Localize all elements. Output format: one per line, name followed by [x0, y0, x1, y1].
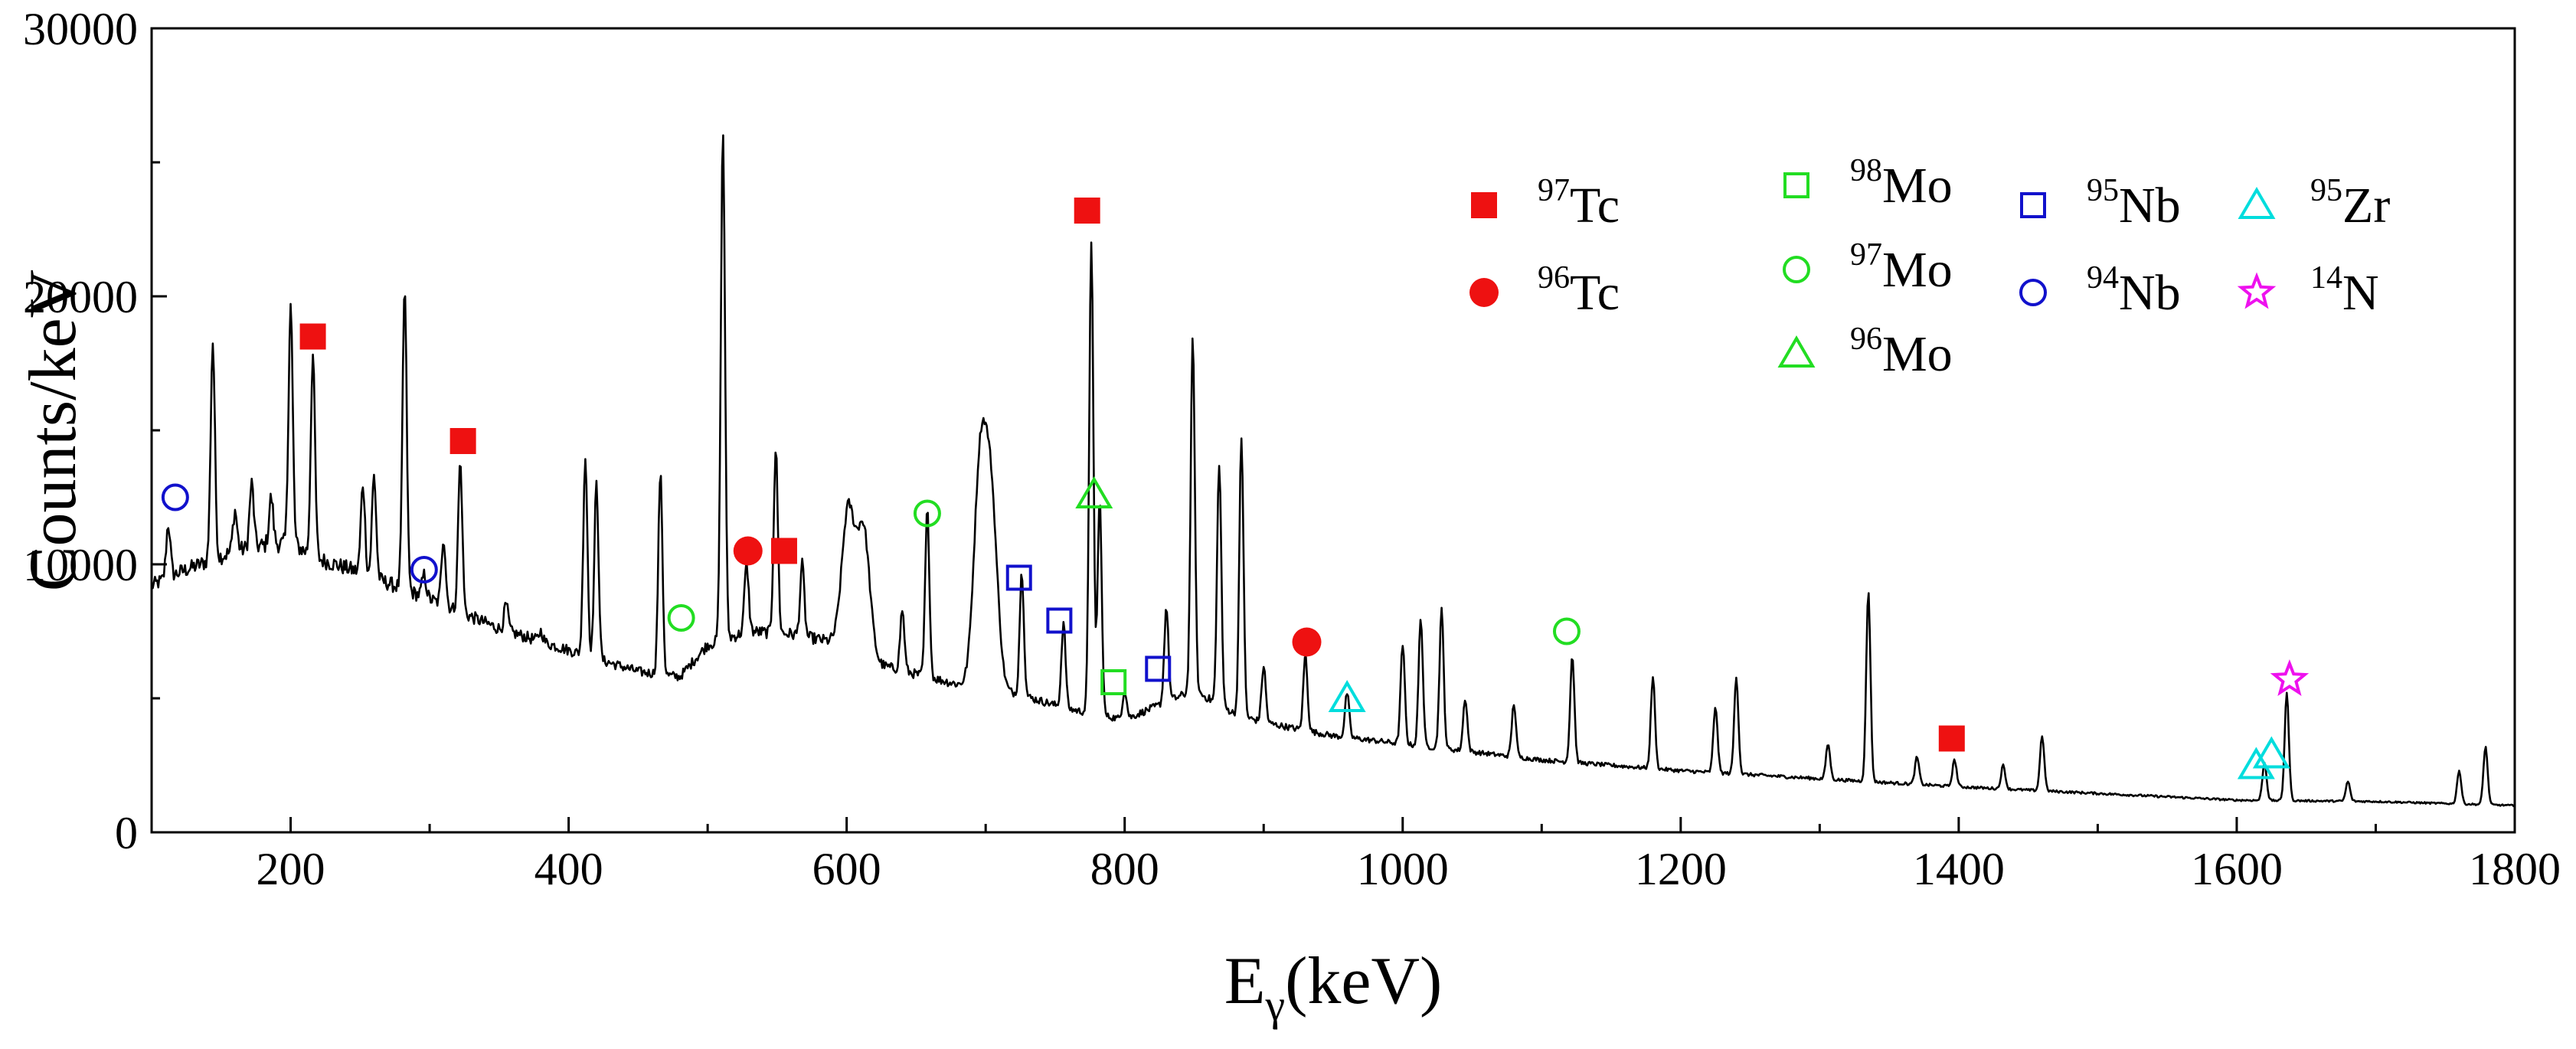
- legend-symbol-14n: [2237, 272, 2277, 309]
- x-tick-label: 1600: [2191, 844, 2283, 894]
- legend-element: Tc: [1570, 178, 1620, 234]
- legend-symbol-97tc: [1471, 192, 1497, 218]
- legend-symbol-96tc: [1469, 278, 1499, 307]
- marker-95nb: [1005, 564, 1032, 591]
- legend-symbol-95nb: [2020, 192, 2046, 218]
- legend-mass-number: 14: [2310, 260, 2342, 296]
- y-tick-label: 10000: [23, 540, 138, 590]
- legend-symbol-96mo: [1777, 335, 1816, 368]
- marker-97tc: [1938, 725, 1965, 752]
- x-tick-label: 1400: [1913, 844, 2005, 894]
- x-axis-label-unit: (keV): [1285, 944, 1442, 1018]
- legend-element: Mo: [1882, 242, 1953, 298]
- legend-label: 97Tc: [1538, 173, 1620, 234]
- x-tick-label: 800: [1090, 844, 1159, 894]
- marker-95zr: [2237, 747, 2275, 779]
- y-tick-label: 30000: [23, 4, 138, 54]
- marker-97tc: [299, 323, 326, 350]
- marker-96tc: [733, 536, 763, 566]
- legend-element: Nb: [2119, 178, 2181, 234]
- spectrum-line: [150, 134, 2516, 808]
- marker-96mo: [1075, 476, 1113, 508]
- legend-label: 96Mo: [1850, 322, 1953, 382]
- x-axis-label: Eγ(keV): [1224, 944, 1443, 1030]
- x-axis-label-sub: γ: [1264, 980, 1285, 1030]
- isotope-markers: [161, 198, 2310, 779]
- legend-mass-number: 95: [2310, 173, 2342, 208]
- legend-element: N: [2342, 265, 2379, 321]
- legend-symbol-94nb: [2019, 279, 2047, 306]
- legend-element: Mo: [1882, 158, 1953, 214]
- legend-mass-number: 97: [1850, 237, 1882, 273]
- legend-mass-number: 96: [1538, 260, 1570, 296]
- marker-97mo: [1552, 617, 1581, 645]
- legend-mass-number: 94: [2087, 260, 2119, 296]
- legend-label: 95Zr: [2310, 173, 2390, 234]
- marker-97mo: [667, 604, 695, 632]
- legend-symbol-95zr: [2238, 187, 2276, 219]
- legend-label: 95Nb: [2087, 173, 2181, 234]
- marker-95nb: [1046, 607, 1073, 634]
- marker-95nb: [1145, 655, 1172, 682]
- legend-label: 98Mo: [1850, 153, 1953, 214]
- legend-mass-number: 97: [1538, 173, 1570, 208]
- legend-element: Nb: [2119, 265, 2181, 321]
- y-tick-label: 20000: [23, 272, 138, 322]
- y-axis-label: Counts/keV: [16, 270, 90, 591]
- legend-element: Mo: [1882, 326, 1953, 382]
- legend-element: Tc: [1570, 265, 1620, 321]
- marker-97tc: [770, 538, 797, 564]
- legend-element: Zr: [2342, 178, 2390, 234]
- legend-mass-number: 96: [1850, 322, 1882, 357]
- axis-ticks: [150, 27, 2516, 834]
- marker-95zr: [1328, 680, 1366, 712]
- legend-label: 14N: [2310, 260, 2379, 321]
- marker-14n: [2270, 658, 2310, 697]
- legend-mass-number: 95: [2087, 173, 2119, 208]
- legend-label: 97Mo: [1850, 237, 1953, 298]
- marker-94nb: [161, 483, 189, 511]
- y-tick-label: 0: [115, 808, 138, 858]
- marker-97tc: [449, 428, 476, 454]
- x-tick-label: 1200: [1635, 844, 1727, 894]
- x-tick-label: 600: [812, 844, 881, 894]
- x-tick-label: 200: [257, 844, 325, 894]
- legend-label: 96Tc: [1538, 260, 1620, 321]
- legend-symbol-97mo: [1783, 256, 1810, 283]
- x-tick-label: 1800: [2469, 844, 2561, 894]
- marker-98mo: [1100, 669, 1127, 695]
- x-tick-label: 1000: [1357, 844, 1449, 894]
- legend-label: 94Nb: [2087, 260, 2181, 321]
- marker-97mo: [913, 499, 941, 528]
- marker-94nb: [410, 556, 438, 583]
- x-axis-label-main: E: [1224, 944, 1266, 1018]
- marker-95zr: [2252, 736, 2290, 769]
- legend-symbol-98mo: [1783, 172, 1809, 198]
- x-tick-label: 400: [534, 844, 603, 894]
- axis-tick-labels: 200 400 600 800 1000 1200 1400 1600 1800 0 10000 20…: [23, 4, 2561, 894]
- marker-96tc: [1292, 627, 1322, 657]
- legend-mass-number: 98: [1850, 153, 1882, 188]
- marker-97tc: [1074, 198, 1100, 224]
